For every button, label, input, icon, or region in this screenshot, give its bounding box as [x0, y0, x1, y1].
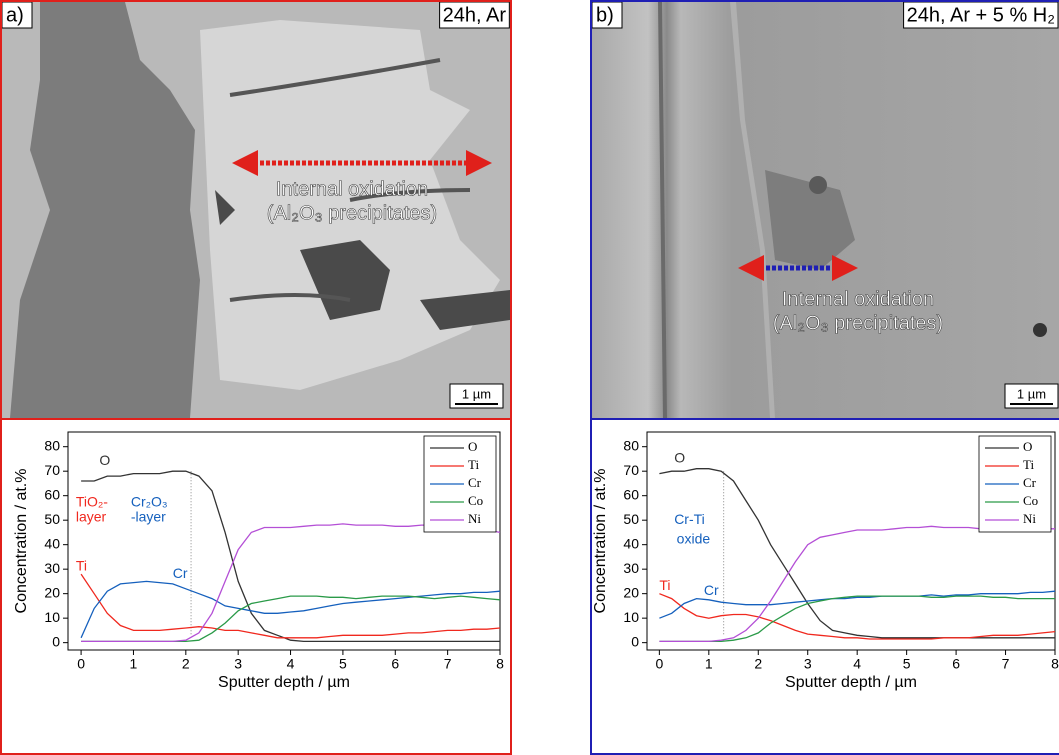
x-tick-label: 5: [903, 656, 911, 672]
plot-frame: [67, 431, 501, 651]
y-tick-label: 50: [44, 511, 60, 527]
x-tick-label: 1: [130, 656, 138, 672]
legend-label: Co: [1023, 493, 1038, 508]
y-tick-label: 0: [52, 633, 60, 649]
chart-annotation: Cr: [173, 565, 188, 581]
series-line: [659, 590, 1056, 619]
series-line: [80, 580, 501, 639]
chart-annotation: O: [99, 452, 110, 468]
chart-annotation: Cr-Ti: [674, 511, 705, 527]
series-line: [659, 468, 1055, 639]
x-tick-label: 2: [182, 656, 190, 672]
chart-annotation: Ti: [76, 557, 87, 573]
image-annotation: Internal oxidation: [782, 288, 934, 310]
x-tick-label: 3: [804, 656, 812, 672]
image-annotation: Internal oxidation: [276, 178, 428, 200]
legend-label: Cr: [468, 475, 482, 490]
legend-label: O: [468, 439, 477, 454]
series-line: [659, 595, 1055, 643]
x-tick-label: 4: [287, 656, 295, 672]
series-line: [81, 595, 501, 643]
series-line: [659, 525, 1055, 643]
x-tick-label: 0: [77, 656, 85, 672]
micrograph-b: [592, 1, 1059, 419]
panel-frame-a: [0, 0, 512, 755]
y-axis-label: Concentration / at.%: [592, 469, 609, 614]
y-axis-label: Concentration / at.%: [13, 469, 30, 614]
x-axis-label: Sputter depth / µm: [218, 674, 350, 691]
x-tick-label: 3: [234, 656, 242, 672]
x-tick-label: 7: [444, 656, 452, 672]
chart-annotation: oxide: [677, 530, 711, 546]
y-tick-label: 70: [44, 462, 60, 478]
arrow-head: [232, 150, 258, 176]
x-tick-label: 2: [754, 656, 762, 672]
panel-label: b): [596, 4, 614, 26]
scale-bar-label: 1 µm: [462, 386, 491, 401]
y-tick-label: 70: [623, 462, 639, 478]
x-tick-label: 0: [655, 656, 663, 672]
y-tick-label: 60: [44, 486, 60, 502]
panel-label: a): [6, 4, 24, 26]
y-tick-label: 0: [631, 633, 639, 649]
x-tick-label: 5: [339, 656, 347, 672]
x-tick-label: 7: [1002, 656, 1010, 672]
x-tick-label: 8: [496, 656, 504, 672]
y-tick-label: 20: [623, 584, 639, 600]
y-tick-label: 60: [623, 486, 639, 502]
plot-frame: [646, 431, 1056, 651]
condition-label: 24h, Ar + 5 % H₂: [907, 4, 1055, 26]
chart-annotation: -layer: [131, 508, 166, 524]
series-line: [80, 573, 501, 639]
y-tick-label: 30: [44, 560, 60, 576]
y-tick-label: 80: [623, 437, 639, 453]
y-tick-label: 80: [44, 437, 60, 453]
chart-annotation: Cr: [704, 582, 719, 598]
arrow-head: [738, 255, 764, 281]
condition-box: [439, 1, 510, 29]
legend-label: O: [1023, 439, 1032, 454]
x-axis-label: Sputter depth / µm: [785, 674, 917, 691]
x-tick-label: 8: [1051, 656, 1059, 672]
chart-annotation: Cr₂O₃: [131, 494, 168, 510]
chart-annotation: O: [674, 450, 685, 466]
y-tick-label: 30: [623, 560, 639, 576]
arrow-head: [466, 150, 492, 176]
scale-bar-label: 1 µm: [1017, 386, 1046, 401]
chart-annotation: layer: [76, 508, 107, 524]
legend-label: Co: [468, 493, 483, 508]
image-annotation: (Al₂O₃ precipitates): [267, 202, 437, 224]
condition-label: 24h, Ar: [443, 4, 507, 26]
x-tick-label: 6: [952, 656, 960, 672]
x-tick-label: 6: [391, 656, 399, 672]
series-line: [659, 593, 1056, 640]
series-line: [81, 523, 501, 643]
x-tick-label: 1: [705, 656, 713, 672]
y-tick-label: 40: [44, 535, 60, 551]
y-tick-label: 20: [44, 584, 60, 600]
series-line: [81, 470, 500, 643]
y-tick-label: 50: [623, 511, 639, 527]
legend-label: Cr: [1023, 475, 1037, 490]
legend-label: Ti: [1023, 457, 1034, 472]
panel-frame-b: [590, 0, 1059, 755]
image-annotation: (Al₂O₃ precipitates): [773, 312, 943, 334]
legend-label: Ni: [468, 511, 481, 526]
legend-label: Ni: [1023, 511, 1036, 526]
y-tick-label: 10: [623, 609, 639, 625]
chart-annotation: TiO₂-: [76, 494, 108, 510]
chart-annotation: Ti: [659, 577, 670, 593]
legend-label: Ti: [468, 457, 479, 472]
arrow-head: [832, 255, 858, 281]
y-tick-label: 10: [44, 609, 60, 625]
micrograph-a: [2, 2, 510, 418]
x-tick-label: 4: [853, 656, 861, 672]
y-tick-label: 40: [623, 535, 639, 551]
